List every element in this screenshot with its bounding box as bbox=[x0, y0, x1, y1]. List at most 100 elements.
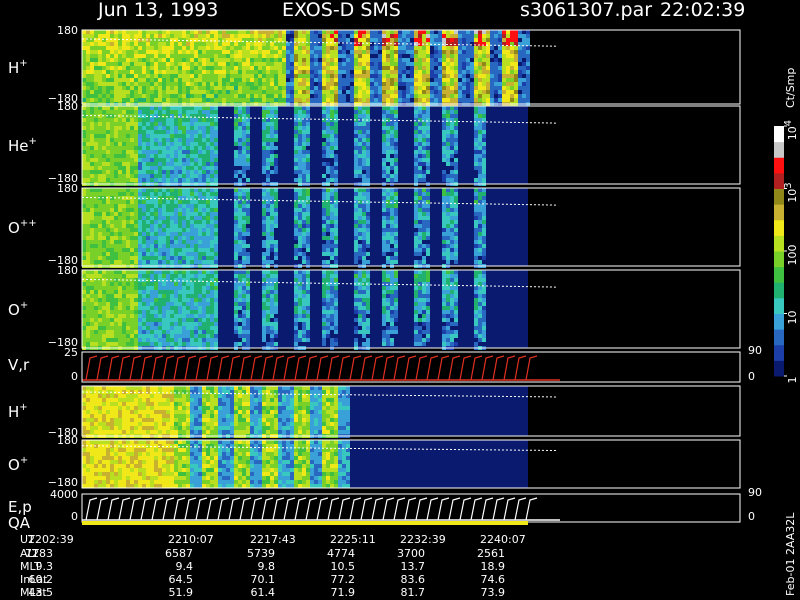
ephem-value: 4774 bbox=[327, 547, 355, 560]
panel-4-frame bbox=[81, 351, 741, 383]
colorbar-swatch bbox=[774, 204, 784, 221]
panel-7-frame bbox=[81, 493, 741, 523]
panel-3: 180 −180 O+ bbox=[8, 264, 741, 350]
panel-6: 180 −180 O+ bbox=[8, 434, 741, 489]
ephem-value: 73.9 bbox=[481, 586, 506, 599]
panel-0: 180 −180 H+ bbox=[8, 24, 741, 106]
colorbar-swatch bbox=[774, 141, 784, 158]
panel-1-ytick: −180 bbox=[48, 172, 78, 185]
colorbar: 1 10 100 103 104 bbox=[774, 120, 799, 384]
colorbar-swatch bbox=[774, 344, 784, 361]
ephem-value: 9.4 bbox=[176, 560, 194, 573]
panel-1-trace bbox=[81, 114, 557, 124]
panel-3-frame bbox=[81, 269, 741, 349]
panel-7-label2: QA bbox=[8, 514, 31, 532]
panels: 180−180H+180−180He+180−180O++180−180O+25… bbox=[8, 24, 762, 532]
ephem-value: 13.7 bbox=[401, 560, 426, 573]
colorbar-swatch bbox=[774, 219, 784, 236]
panel-2-cells bbox=[82, 188, 528, 268]
colorbar-swatch bbox=[774, 157, 784, 174]
panel-4-sawtooth bbox=[82, 355, 560, 381]
panel-4-rtick: 0 bbox=[748, 370, 755, 383]
ephem-value: 9.8 bbox=[258, 560, 276, 573]
colorbar-swatch bbox=[774, 360, 784, 377]
panel-0-frame bbox=[81, 29, 741, 105]
panel-6-ytick: 180 bbox=[57, 434, 78, 447]
ephem-value: 2561 bbox=[477, 547, 505, 560]
ephem-value: 51.9 bbox=[169, 586, 194, 599]
colorbar-unit: Ct/Smp bbox=[784, 68, 797, 108]
panel-7-ytick: 0 bbox=[71, 510, 78, 523]
ephem-value: 2240:07 bbox=[480, 533, 526, 546]
panel-7-sawtooth bbox=[82, 497, 560, 521]
panel-5-label: H+ bbox=[8, 402, 28, 421]
ephem-value: 61.4 bbox=[251, 586, 276, 599]
ephem-label: MLT bbox=[20, 560, 41, 573]
panel-4-ytick: 25 bbox=[64, 346, 78, 359]
panel-6-ytick: −180 bbox=[48, 476, 78, 489]
colorbar-tick: 10 bbox=[786, 311, 799, 325]
panel-4-label: V,r bbox=[8, 356, 30, 374]
qa-bar bbox=[82, 521, 528, 525]
panel-7-rtick: 0 bbox=[748, 510, 755, 523]
ephem-label: ALT bbox=[20, 547, 39, 560]
panel-3-trace bbox=[81, 278, 557, 288]
panel-1: 180 −180 He+ bbox=[8, 100, 741, 186]
colorbar-swatch bbox=[774, 266, 784, 283]
colorbar-swatch bbox=[774, 282, 784, 299]
colorbar-swatch bbox=[774, 172, 784, 189]
ephem-value: 64.5 bbox=[169, 573, 194, 586]
panel-4: 25 0 90 0 V,r bbox=[8, 344, 762, 383]
ephem-value: 6587 bbox=[165, 547, 193, 560]
panel-3-cells bbox=[82, 270, 528, 350]
ephem-value: 5739 bbox=[247, 547, 275, 560]
panel-2-trace bbox=[81, 196, 557, 206]
ephem-value: 74.6 bbox=[481, 573, 506, 586]
colorbar-swatch bbox=[774, 126, 784, 143]
ephem-value: 9.3 bbox=[36, 560, 54, 573]
ephem-value: 18.9 bbox=[481, 560, 506, 573]
ephem-value: 3700 bbox=[397, 547, 425, 560]
ephem-value: 70.1 bbox=[251, 573, 276, 586]
panel-5-frame bbox=[81, 385, 741, 437]
panel-2-ytick: −180 bbox=[48, 254, 78, 267]
panel-0-label: H+ bbox=[8, 58, 28, 77]
panel-0-ytick: 180 bbox=[57, 24, 78, 37]
panel-3-ytick: 180 bbox=[57, 264, 78, 277]
header-file: s3061307.par bbox=[520, 0, 652, 21]
panel-1-cells bbox=[82, 106, 528, 186]
colorbar-tick: 104 bbox=[783, 120, 799, 140]
panel-1-frame bbox=[81, 105, 741, 185]
colorbar-swatch bbox=[774, 313, 784, 330]
ephem-value: 60.2 bbox=[29, 573, 54, 586]
panel-0-cells bbox=[82, 30, 530, 106]
panel-7-label: E,p bbox=[8, 498, 32, 516]
ephem-value: 2217:43 bbox=[250, 533, 296, 546]
panel-7-rtick: 90 bbox=[748, 486, 762, 499]
header-date: Jun 13, 1993 bbox=[97, 0, 218, 21]
ephem-value: 2210:07 bbox=[168, 533, 214, 546]
panel-5: −180 H+ bbox=[8, 385, 741, 439]
header-instrument: EXOS-D SMS bbox=[282, 0, 401, 21]
panel-4-ytick: 0 bbox=[71, 370, 78, 383]
colorbar-tick: 1 bbox=[786, 377, 799, 384]
ephem-value: 71.9 bbox=[331, 586, 356, 599]
ephem-value: 77.2 bbox=[331, 573, 356, 586]
panel-5-cells bbox=[82, 386, 528, 438]
ephem-value: 2232:39 bbox=[400, 533, 446, 546]
panel-7: 4000 0 90 0 E,pQA bbox=[8, 486, 762, 532]
panel-2-frame bbox=[81, 187, 741, 267]
ephem-value: 10.5 bbox=[331, 560, 356, 573]
panel-0-ytick: −180 bbox=[48, 92, 78, 105]
ephem-value: 43.5 bbox=[29, 586, 54, 599]
panel-3-ytick: −180 bbox=[48, 336, 78, 349]
panel-2-label: O++ bbox=[8, 218, 37, 237]
panel-6-cells bbox=[82, 440, 528, 488]
panel-5-ytick: −180 bbox=[48, 426, 78, 439]
panel-6-frame bbox=[81, 439, 741, 489]
ephem-value: 83.6 bbox=[401, 573, 426, 586]
panel-7-ytick: 4000 bbox=[50, 488, 78, 501]
colorbar-tick: 100 bbox=[786, 245, 799, 266]
